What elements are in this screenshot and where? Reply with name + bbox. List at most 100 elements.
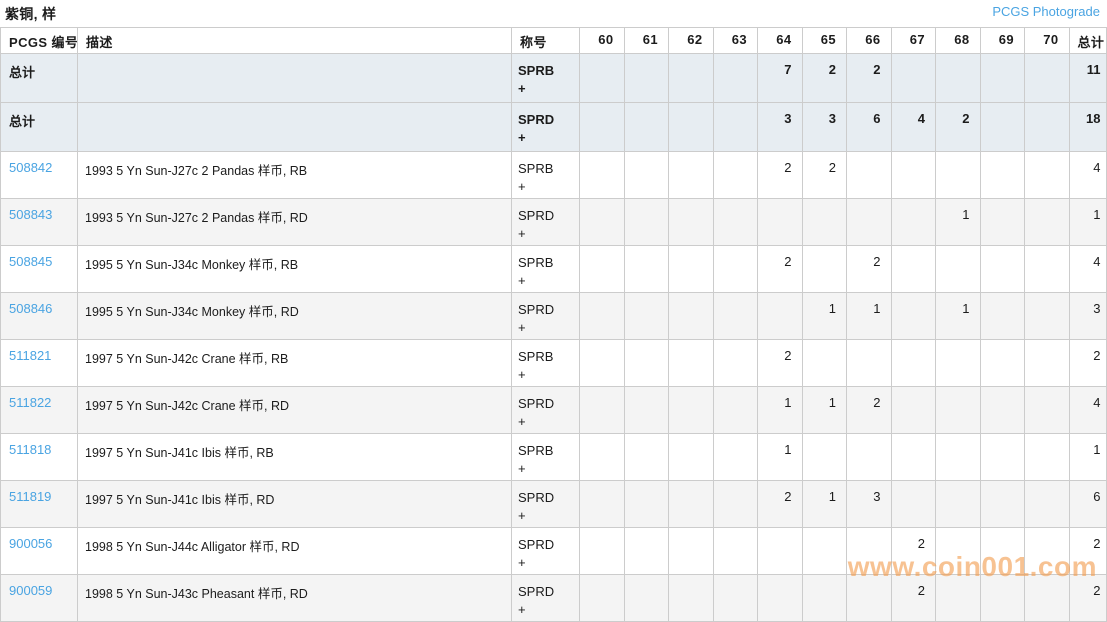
designation-text: SPRD + bbox=[518, 396, 555, 429]
grade-count-cell bbox=[712, 339, 758, 387]
description-cell: 1995 5 Yn Sun-J34c Monkey 样币, RD bbox=[77, 292, 512, 340]
designation-cell: SPRD + bbox=[511, 574, 580, 622]
pcgs-number-link[interactable]: 508846 bbox=[9, 301, 53, 316]
grade-count-cell: 1 bbox=[801, 386, 847, 434]
pcgs-number-link[interactable]: 508845 bbox=[9, 254, 53, 269]
designation-text: SPRB + bbox=[518, 443, 554, 476]
grade-count-cell bbox=[623, 102, 669, 152]
pcgs-number-cell: 900056 bbox=[0, 527, 78, 575]
description-cell: 1997 5 Yn Sun-J42c Crane 样币, RD bbox=[77, 386, 512, 434]
grade-count-cell: 2 bbox=[846, 53, 892, 103]
grade-count-cell bbox=[668, 339, 714, 387]
row-total-cell: 2 bbox=[1068, 339, 1107, 387]
designation-cell: SPRD + bbox=[511, 198, 580, 246]
grade-count-cell: 1 bbox=[935, 292, 981, 340]
col-header-grade-63: 63 bbox=[712, 27, 758, 54]
grade-count-cell bbox=[712, 292, 758, 340]
pcgs-number-cell: 511819 bbox=[0, 480, 78, 528]
total-row-total-cell: 18 bbox=[1068, 102, 1107, 152]
designation-text: SPRD + bbox=[518, 112, 555, 145]
grade-count-cell: 2 bbox=[890, 574, 936, 622]
grade-count-cell bbox=[712, 574, 758, 622]
pcgs-number-cell: 511822 bbox=[0, 386, 78, 434]
grade-count-cell bbox=[890, 386, 936, 434]
total-row-description bbox=[77, 53, 512, 103]
pcgs-number-cell: 511821 bbox=[0, 339, 78, 387]
grade-count-cell bbox=[579, 292, 625, 340]
grade-count-cell: 1 bbox=[757, 433, 803, 481]
grade-count-cell bbox=[890, 292, 936, 340]
pcgs-number-link[interactable]: 511818 bbox=[9, 442, 52, 457]
pcgs-number-link[interactable]: 511822 bbox=[9, 395, 52, 410]
grade-count-cell bbox=[623, 386, 669, 434]
grade-count-cell bbox=[935, 433, 981, 481]
pcgs-number-link[interactable]: 900059 bbox=[9, 583, 53, 598]
grade-count-cell bbox=[801, 527, 847, 575]
pcgs-number-link[interactable]: 511821 bbox=[9, 348, 52, 363]
grade-count-cell bbox=[846, 339, 892, 387]
designation-cell: SPRB + bbox=[511, 151, 580, 199]
grade-count-cell bbox=[890, 53, 936, 103]
grade-count-cell bbox=[846, 574, 892, 622]
top-bar: 紫铜, 样 PCGS Photograde bbox=[0, 0, 1107, 27]
col-header-grade-70: 70 bbox=[1024, 27, 1070, 54]
col-header-grade-65: 65 bbox=[801, 27, 847, 54]
pcgs-number-cell: 511818 bbox=[0, 433, 78, 481]
designation-text: SPRD + bbox=[518, 537, 555, 570]
grade-count-cell bbox=[801, 245, 847, 293]
designation-cell: SPRD + bbox=[511, 480, 580, 528]
grade-count-cell bbox=[712, 198, 758, 246]
grade-count-cell bbox=[979, 245, 1025, 293]
description-cell: 1997 5 Yn Sun-J41c Ibis 样币, RD bbox=[77, 480, 512, 528]
grade-count-cell bbox=[935, 53, 981, 103]
pcgs-number-cell: 900059 bbox=[0, 574, 78, 622]
pcgs-number-link[interactable]: 511819 bbox=[9, 489, 52, 504]
grade-count-cell bbox=[712, 245, 758, 293]
coin-row: 508843 1993 5 Yn Sun-J27c 2 Pandas 样币, R… bbox=[0, 198, 1107, 246]
grade-count-cell: 2 bbox=[846, 386, 892, 434]
grade-count-cell bbox=[712, 386, 758, 434]
designation-cell: SPRB + bbox=[511, 339, 580, 387]
grade-count-cell bbox=[712, 102, 758, 152]
coin-row: 511819 1997 5 Yn Sun-J41c Ibis 样币, RD SP… bbox=[0, 480, 1107, 528]
pcgs-number-cell: 508845 bbox=[0, 245, 78, 293]
designation-cell: SPRB + bbox=[511, 245, 580, 293]
designation-text: SPRB + bbox=[518, 255, 554, 288]
pcgs-number-link[interactable]: 508842 bbox=[9, 160, 53, 175]
pcgs-number-link[interactable]: 900056 bbox=[9, 536, 53, 551]
pcgs-photograde-link[interactable]: PCGS Photograde bbox=[992, 4, 1100, 19]
grade-count-cell: 1 bbox=[801, 480, 847, 528]
coin-row: 511822 1997 5 Yn Sun-J42c Crane 样币, RD S… bbox=[0, 386, 1107, 434]
grade-count-cell bbox=[979, 574, 1025, 622]
grade-count-cell bbox=[623, 433, 669, 481]
grade-count-cell bbox=[668, 292, 714, 340]
col-header-grade-68: 68 bbox=[935, 27, 981, 54]
grade-count-cell bbox=[623, 151, 669, 199]
pcgs-number-link[interactable]: 508843 bbox=[9, 207, 53, 222]
grade-count-cell bbox=[668, 480, 714, 528]
grade-count-cell: 6 bbox=[846, 102, 892, 152]
grade-count-cell bbox=[712, 53, 758, 103]
population-table: PCGS 编号 描述 称号 60 61 62 63 64 65 66 67 68 69 70 总计 总… bbox=[0, 27, 1107, 622]
grade-count-cell bbox=[668, 574, 714, 622]
col-header-grade-66: 66 bbox=[846, 27, 892, 54]
total-row: 总计 SPRB + 7 2 2 11 bbox=[0, 53, 1107, 103]
grade-count-cell: 3 bbox=[757, 102, 803, 152]
coin-row: 508846 1995 5 Yn Sun-J34c Monkey 样币, RD … bbox=[0, 292, 1107, 340]
grade-count-cell: 2 bbox=[846, 245, 892, 293]
description-cell: 1993 5 Yn Sun-J27c 2 Pandas 样币, RD bbox=[77, 198, 512, 246]
grade-count-cell bbox=[979, 339, 1025, 387]
grade-count-cell: 2 bbox=[757, 151, 803, 199]
grade-count-cell bbox=[979, 527, 1025, 575]
description-cell: 1998 5 Yn Sun-J43c Pheasant 样币, RD bbox=[77, 574, 512, 622]
page-title: 紫铜, 样 bbox=[5, 6, 57, 22]
grade-count-cell bbox=[579, 102, 625, 152]
grade-count-cell bbox=[935, 245, 981, 293]
col-header-designation: 称号 bbox=[511, 27, 580, 54]
grade-count-cell bbox=[712, 527, 758, 575]
designation-text: SPRD + bbox=[518, 302, 555, 335]
grade-count-cell: 2 bbox=[757, 245, 803, 293]
grade-count-cell bbox=[979, 292, 1025, 340]
grade-count-cell bbox=[1024, 198, 1070, 246]
designation-cell: SPRD + bbox=[511, 527, 580, 575]
